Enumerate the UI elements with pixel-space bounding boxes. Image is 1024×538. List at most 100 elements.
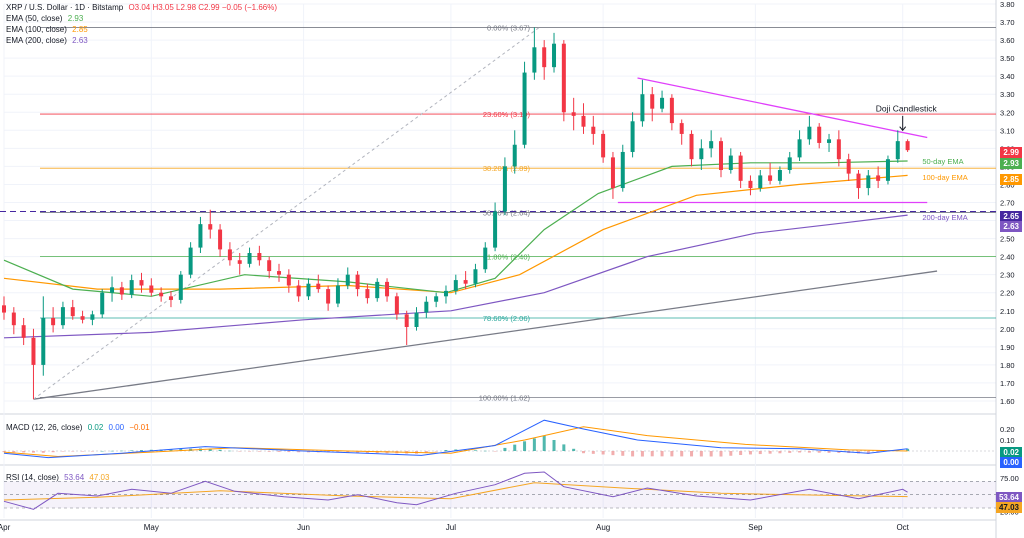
macd-histogram-bar	[562, 444, 566, 451]
candle-body	[277, 271, 282, 275]
macd-histogram-bar	[22, 451, 26, 453]
candle-body	[257, 253, 262, 261]
macd-histogram-bar	[61, 451, 65, 452]
macd-histogram-bar	[169, 449, 173, 451]
macd-histogram-bar	[739, 451, 743, 456]
macd-histogram-bar	[621, 451, 625, 456]
macd-histogram-bar	[110, 450, 114, 452]
candle-body	[768, 175, 773, 181]
candle-body	[375, 281, 380, 299]
macd-histogram-bar	[51, 451, 55, 453]
candle-body	[581, 115, 586, 127]
candle-body	[296, 285, 301, 297]
macd-histogram-bar	[2, 451, 6, 453]
price-tick: 3.30	[1000, 90, 1015, 99]
macd-histogram-bar	[287, 451, 291, 453]
candle-body	[129, 280, 134, 295]
candle-body	[208, 224, 213, 230]
candle-body	[856, 173, 861, 189]
doji-arrow-head	[899, 126, 907, 132]
candle-body	[748, 180, 753, 189]
rsi-ma-line	[3, 482, 908, 501]
candle-body	[227, 249, 232, 261]
macd-signal-tag: 0.00	[1000, 457, 1022, 468]
macd-histogram-bar	[424, 451, 428, 454]
macd-value-1: 0.02	[87, 423, 104, 432]
price-tick: 1.70	[1000, 379, 1015, 388]
candle-body	[836, 139, 841, 160]
macd-histogram-bar	[179, 448, 183, 451]
macd-histogram-bar	[827, 451, 831, 453]
macd-histogram-bar	[768, 451, 772, 454]
macd-histogram-bar	[709, 451, 713, 457]
macd-value-3: −0.01	[129, 423, 150, 432]
candle-body	[493, 211, 498, 248]
macd-histogram-bar	[542, 435, 546, 451]
candle-body	[414, 312, 419, 327]
macd-histogram-bar	[660, 451, 664, 457]
macd-histogram-bar	[591, 451, 595, 454]
candle-body	[561, 43, 566, 113]
macd-histogram-bar	[503, 447, 507, 451]
candle-body	[218, 229, 223, 250]
candle-body	[660, 97, 665, 109]
price-tick: 2.70	[1000, 198, 1015, 207]
price-tick: 2.40	[1000, 253, 1015, 262]
macd-histogram-bar	[297, 451, 301, 453]
candle-body	[709, 141, 714, 149]
legend-rsi[interactable]: RSI (14, close) 53.64 47.03	[6, 473, 109, 483]
candle-body	[512, 144, 517, 167]
candle-body	[335, 285, 340, 304]
legend-macd[interactable]: MACD (12, 26, close) 0.02 0.00 −0.01	[6, 423, 150, 433]
candle-body	[866, 175, 871, 189]
candle-body	[70, 307, 75, 317]
price-tag-ema100: 2.85	[1000, 174, 1022, 185]
candle-body	[463, 280, 468, 284]
macd-histogram-bar	[454, 449, 458, 451]
price-tag-265: 2.65	[1000, 211, 1022, 222]
macd-histogram-bar	[130, 450, 134, 451]
price-tag-ema200: 2.63	[1000, 221, 1022, 232]
candle-body	[326, 289, 331, 304]
candle-body	[777, 170, 782, 181]
annotation-label: 200-day EMA	[922, 213, 967, 222]
candle-body	[885, 159, 890, 181]
time-tick-label: Oct	[896, 523, 909, 532]
candle-body	[522, 72, 527, 145]
legend-ema50[interactable]: EMA (50, close) 2.93	[6, 14, 83, 24]
candle-body	[168, 296, 173, 300]
candle-body	[178, 274, 183, 300]
price-tick: 2.10	[1000, 307, 1015, 316]
macd-histogram-bar	[41, 451, 45, 453]
candle-body	[738, 155, 743, 181]
macd-histogram-bar	[218, 449, 222, 451]
macd-line	[3, 419, 908, 459]
macd-histogram-bar	[365, 451, 369, 453]
candle-body	[817, 126, 822, 143]
legend-ema200[interactable]: EMA (200, close) 2.63	[6, 36, 88, 46]
candle-body	[188, 247, 193, 275]
rsi-band	[4, 481, 996, 508]
candle-body	[2, 305, 6, 313]
annotation-label: 100-day EMA	[922, 173, 967, 182]
candle-body	[797, 139, 802, 158]
macd-histogram-bar	[483, 450, 487, 452]
macd-histogram-bar	[267, 451, 271, 452]
candle-body	[630, 121, 635, 152]
macd-histogram-bar	[248, 451, 252, 452]
candle-body	[119, 287, 124, 295]
candle-body	[689, 133, 694, 160]
macd-histogram-bar	[100, 450, 104, 452]
macd-histogram-bar	[807, 451, 811, 453]
macd-histogram-bar	[631, 451, 635, 457]
time-tick-label: Aug	[596, 523, 610, 532]
macd-histogram-bar	[817, 451, 821, 453]
candle-body	[807, 126, 812, 140]
candle-body	[679, 123, 684, 134]
candle-body	[316, 283, 321, 290]
price-tick: 1.90	[1000, 343, 1015, 352]
candle-body	[443, 290, 448, 297]
candle-body	[473, 269, 478, 284]
legend-ema100[interactable]: EMA (100, close) 2.85	[6, 25, 88, 35]
macd-histogram-bar	[31, 451, 35, 453]
